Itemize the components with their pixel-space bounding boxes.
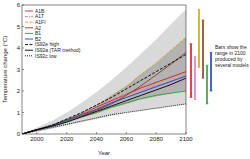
range-bar xyxy=(202,20,204,78)
range-band xyxy=(22,9,186,134)
x-tick xyxy=(96,132,97,134)
x-tick-label: 2020 xyxy=(60,136,74,142)
range-cap xyxy=(194,56,197,57)
range-cap xyxy=(206,103,209,104)
range-cap xyxy=(198,67,201,68)
legend-swatch xyxy=(25,22,33,23)
y-tick-label: 2 xyxy=(17,88,21,94)
y-tick xyxy=(22,91,24,92)
series-line xyxy=(22,76,186,134)
legend: A1BA1TA1FIA2B1B2IS92e highIS92a (TAR met… xyxy=(25,8,81,59)
range-cap xyxy=(190,97,193,98)
x-tick-label: 2100 xyxy=(179,136,193,142)
legend-swatch xyxy=(25,55,33,56)
legend-swatch xyxy=(25,50,33,51)
range-cap xyxy=(202,20,205,21)
series-line xyxy=(22,37,186,134)
plot-area xyxy=(22,9,186,134)
y-tick xyxy=(22,26,24,27)
range-bar xyxy=(190,44,192,98)
legend-swatch xyxy=(25,33,33,34)
x-tick xyxy=(66,132,67,134)
range-cap xyxy=(190,43,193,44)
y-tick xyxy=(22,112,24,113)
series-line xyxy=(22,78,186,134)
x-tick xyxy=(156,132,157,134)
legend-swatch xyxy=(25,11,33,12)
range-cap xyxy=(210,52,213,53)
y-axis-label: Temperature change (°C) xyxy=(2,36,8,103)
range-bar xyxy=(194,57,196,100)
series-line xyxy=(22,52,186,134)
range-bar xyxy=(210,52,212,91)
y-tick xyxy=(22,48,24,49)
x-tick-label: 2060 xyxy=(120,136,134,142)
y-tick xyxy=(22,5,24,6)
y-tick xyxy=(22,69,24,70)
y-tick-label: 1 xyxy=(17,110,21,116)
y-tick xyxy=(22,134,24,135)
y-tick-label: 3 xyxy=(17,67,21,73)
x-tick xyxy=(36,132,37,134)
range-bar xyxy=(198,9,200,67)
x-tick xyxy=(186,132,187,134)
series-line xyxy=(22,104,186,134)
x-tick xyxy=(126,132,127,134)
chart: 0 1 2 3 4 5 6 2000 2020 2040 2060 2080 2100 Year Tempe… xyxy=(0,0,250,159)
plot-frame xyxy=(22,5,186,134)
range-cap xyxy=(206,65,209,66)
x-axis-label: Year xyxy=(98,150,110,156)
legend-swatch xyxy=(25,44,33,45)
legend-swatch xyxy=(25,16,33,17)
y-tick-label: 5 xyxy=(17,24,21,30)
legend-swatch xyxy=(25,39,33,40)
range-cap xyxy=(202,78,205,79)
y-tick-label: 0 xyxy=(17,131,21,137)
y-tick-label: 4 xyxy=(17,45,21,51)
range-cap xyxy=(194,99,197,100)
legend-label: IS92c low xyxy=(35,53,57,59)
series-line xyxy=(22,54,186,134)
series-line xyxy=(22,72,186,134)
x-tick-label: 2040 xyxy=(90,136,104,142)
range-bar xyxy=(206,65,208,104)
y-tick-label: 6 xyxy=(17,2,21,8)
annotation: Bars show the range in 2100 produced by … xyxy=(215,44,249,68)
range-cap xyxy=(198,9,201,10)
x-tick-label: 2000 xyxy=(30,136,44,142)
x-tick-label: 2080 xyxy=(150,136,164,142)
range-band xyxy=(22,37,186,134)
range-cap xyxy=(210,91,213,92)
legend-swatch xyxy=(25,27,33,28)
